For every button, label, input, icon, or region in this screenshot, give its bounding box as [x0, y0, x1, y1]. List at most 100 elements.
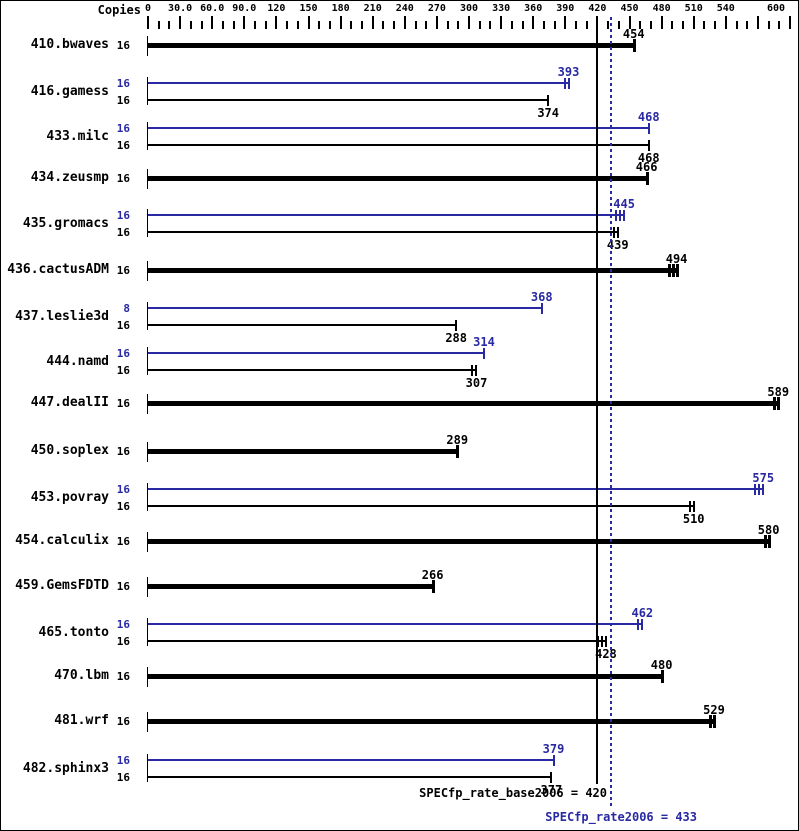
- axis-tick: [682, 21, 684, 29]
- result-bar: [148, 623, 643, 625]
- row-axis-segment: [147, 754, 148, 782]
- axis-tick-label: 120: [267, 3, 286, 14]
- axis-tick: [361, 21, 363, 29]
- axis-tick: [232, 21, 235, 29]
- run-median-tick: [647, 123, 650, 134]
- axis-tick: [328, 21, 331, 29]
- run-median-tick: [604, 636, 607, 647]
- benchmark-name: 454.calculix: [15, 533, 109, 548]
- axis-tick: [478, 21, 481, 29]
- base-mean-label: SPECfp_rate_base2006 = 420: [419, 786, 607, 800]
- axis-tick: [521, 21, 524, 29]
- result-bar: [148, 674, 662, 679]
- axis-tick-label: 300: [459, 3, 479, 14]
- copies-column-header: Copies: [97, 3, 141, 17]
- axis-tick: [692, 16, 695, 29]
- axis-tick: [660, 16, 663, 29]
- axis-tick: [296, 21, 299, 29]
- result-bar: [148, 539, 769, 544]
- copies-value: 16: [116, 39, 130, 52]
- copies-value: 16: [116, 500, 130, 513]
- result-bar: [148, 214, 625, 216]
- axis-tick: [756, 16, 759, 29]
- bar-value-label: 368: [530, 290, 553, 304]
- copies-value: 16: [116, 754, 130, 767]
- run-median-tick: [600, 636, 603, 647]
- axis-tick: [703, 21, 706, 29]
- peak-mean-label: SPECfp_rate2006 = 433: [545, 810, 697, 824]
- result-bar: [148, 488, 764, 490]
- axis-tick: [457, 21, 460, 29]
- bar-value-label: 529: [703, 703, 725, 717]
- base-mean-line: [596, 17, 599, 784]
- axis-tick-label: 0: [144, 3, 152, 14]
- result-bar: [148, 449, 458, 454]
- axis-tick: [371, 16, 374, 29]
- bar-value-label: 454: [622, 27, 645, 41]
- result-bar: [148, 99, 549, 101]
- axis-tick: [532, 16, 535, 29]
- run-median-tick: [431, 580, 435, 593]
- run-median-tick: [456, 445, 460, 458]
- bar-value-label: 428: [595, 647, 617, 661]
- axis-tick: [767, 21, 770, 29]
- row-axis-segment: [147, 77, 148, 105]
- axis-tick-label: 180: [331, 3, 350, 14]
- axis-tick: [468, 16, 470, 29]
- row-axis-segment: [147, 261, 148, 281]
- copies-value: 16: [116, 635, 130, 648]
- row-axis-segment: [147, 394, 148, 414]
- axis-tick: [617, 21, 620, 29]
- axis-tick-label: 510: [684, 3, 703, 14]
- bar-value-label: 580: [757, 523, 780, 537]
- row-axis-segment: [147, 532, 148, 552]
- copies-value: 16: [116, 94, 130, 107]
- run-median-tick: [455, 320, 458, 331]
- copies-value: 16: [116, 364, 130, 377]
- axis-tick: [414, 21, 417, 29]
- run-median-tick: [688, 501, 691, 512]
- run-median-tick: [762, 484, 765, 495]
- run-median-tick: [550, 772, 553, 783]
- result-bar: [148, 231, 618, 233]
- axis-tick-label: 240: [395, 3, 414, 14]
- axis-tick-label: 330: [492, 3, 511, 14]
- run-median-tick: [645, 172, 649, 185]
- run-median-tick: [552, 755, 555, 766]
- axis-tick: [211, 16, 214, 29]
- axis-tick-label: 450: [620, 3, 639, 14]
- axis-tick-label: 480: [652, 3, 671, 14]
- axis-tick: [671, 21, 674, 29]
- result-bar: [148, 324, 457, 326]
- benchmark-name: 450.soplex: [30, 443, 109, 458]
- copies-value: 16: [116, 226, 130, 239]
- benchmark-name: 436.cactusADM: [7, 262, 109, 277]
- axis-tick: [500, 16, 503, 29]
- row-axis-segment: [147, 302, 148, 330]
- row-axis-segment: [147, 169, 148, 189]
- axis-tick: [403, 16, 406, 29]
- axis-tick: [275, 16, 278, 29]
- run-median-tick: [763, 535, 767, 548]
- copies-value: 16: [116, 397, 130, 410]
- axis-tick: [382, 21, 385, 29]
- bar-value-label: 480: [650, 658, 673, 672]
- axis-tick-label: 210: [363, 3, 382, 14]
- axis-tick-label: 540: [716, 3, 735, 14]
- row-axis-segment: [147, 209, 148, 237]
- run-median-tick: [758, 484, 761, 495]
- axis-tick: [157, 21, 160, 29]
- bar-value-label: 289: [446, 433, 469, 447]
- run-median-tick: [671, 264, 675, 277]
- axis-tick: [200, 21, 203, 29]
- axis-tick: [789, 16, 791, 29]
- axis-tick: [339, 16, 342, 29]
- row-axis-segment: [147, 577, 148, 597]
- copies-value: 16: [116, 535, 130, 548]
- bar-value-label: 379: [542, 742, 565, 756]
- result-bar: [148, 401, 779, 406]
- bar-value-label: 468: [637, 110, 660, 124]
- axis-tick: [168, 21, 171, 29]
- axis-tick: [446, 21, 449, 29]
